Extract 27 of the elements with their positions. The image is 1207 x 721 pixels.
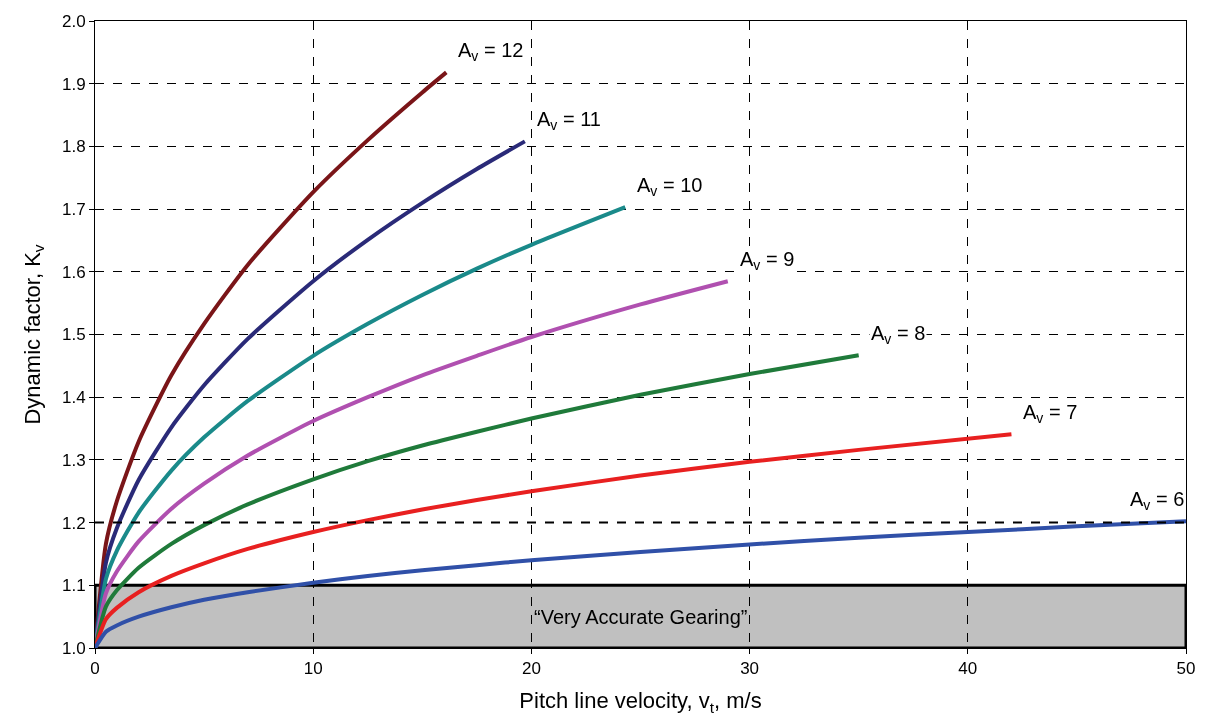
x-tick-label: 10 <box>303 659 323 679</box>
series-label: A$_{v}$ = 6 <box>1130 488 1185 514</box>
series-label: A$_{v}$ = 9 <box>740 248 795 274</box>
y-tick-label: 1.3 <box>61 450 86 470</box>
x-tick-label: 50 <box>1176 659 1196 679</box>
y-tick-label: 1.7 <box>61 200 86 220</box>
series-label: A$_{v}$ = 10 <box>637 174 703 200</box>
y-tick-label: 2.0 <box>61 11 86 31</box>
y-tick-label: 1.1 <box>61 576 86 596</box>
line-series <box>95 519 1186 648</box>
y-tick-label: 1.2 <box>61 513 86 533</box>
x-tick-label: 40 <box>958 659 978 679</box>
y-tick-label: 1.6 <box>61 262 86 282</box>
y-tick-label: 1.8 <box>61 137 86 157</box>
band-label: “Very Accurate Gearing” <box>534 606 748 628</box>
series-label: A$_{v}$ = 8 <box>871 322 926 348</box>
x-tick-label: 30 <box>740 659 760 679</box>
series-label: A$_{v}$ = 12 <box>458 39 524 65</box>
x-tick-label: 20 <box>521 659 541 679</box>
x-tick-label: 0 <box>90 659 100 679</box>
series-label: A$_{v}$ = 11 <box>537 108 601 134</box>
y-tick-label: 1.5 <box>61 325 86 345</box>
y-tick-label: 1.9 <box>61 74 86 94</box>
x-axis-title: Pitch line velocity, v$_{t}$, m/s <box>519 688 762 716</box>
y-tick-label: 1.4 <box>61 388 86 408</box>
series-label: A$_{v}$ = 7 <box>1023 401 1078 427</box>
y-tick-label: 1.0 <box>61 638 86 658</box>
